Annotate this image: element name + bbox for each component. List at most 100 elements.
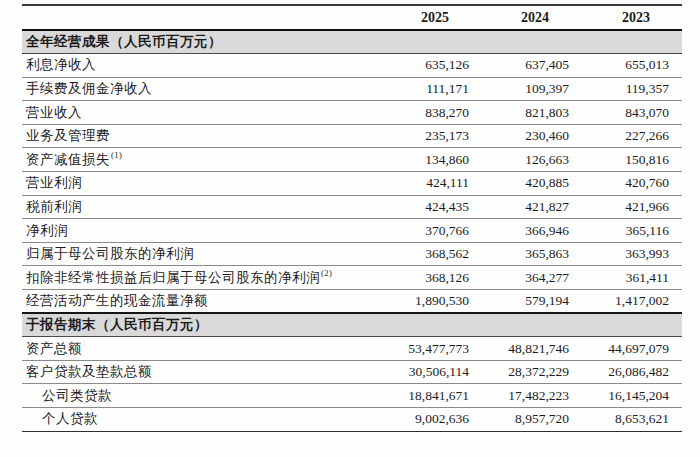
value-cell: 366,946 [469, 219, 569, 243]
table-row: 营业利润 424,111420,885420,760 [22, 172, 682, 196]
row-label-cell: 税前利润 [22, 195, 369, 219]
row-label: 资产总额 [26, 341, 82, 356]
table-header: 2025 2024 2023 [22, 5, 682, 30]
row-label-cell: 客户贷款及垫款总额 [22, 360, 369, 384]
financial-summary-table: 2025 2024 2023 全年经营成果（人民币百万元） 利息净收入 635,12… [22, 4, 682, 432]
value-cell: 635,126 [369, 54, 469, 78]
year-column-2025: 2025 [369, 5, 469, 30]
footnote-marker: (1) [111, 150, 122, 160]
table-row: 经营活动产生的现金流量净额 1,890,530579,1941,417,002 [22, 290, 682, 314]
value-cell: 821,803 [469, 101, 569, 125]
value-cell: 579,194 [469, 290, 569, 314]
row-label: 扣除非经常性损益后归属于母公司股东的净利润 [26, 270, 320, 285]
value-cell: 420,885 [469, 172, 569, 196]
value-cell: 119,357 [569, 77, 682, 101]
table-row: 客户贷款及垫款总额 30,506,11428,372,22926,086,482 [22, 360, 682, 384]
row-label-cell: 资产总额 [22, 337, 369, 361]
value-cell: 368,562 [369, 242, 469, 266]
table-row: 业务及管理费235,173230,460227,266 [22, 124, 682, 148]
value-cell: 424,435 [369, 195, 469, 219]
table-row: 净利润 370,766366,946365,116 [22, 219, 682, 243]
value-cell: 424,111 [369, 172, 469, 196]
table-body: 全年经营成果（人民币百万元） 利息净收入 635,126637,405655,013… [22, 30, 682, 431]
footnote-marker: (2) [321, 268, 332, 278]
row-label-cell: 归属于母公司股东的净利润 [22, 242, 369, 266]
row-label: 净利润 [26, 223, 68, 238]
value-cell: 1,890,530 [369, 290, 469, 314]
year-column-2024: 2024 [469, 5, 569, 30]
value-cell: 126,663 [469, 148, 569, 172]
year-header-row: 2025 2024 2023 [22, 5, 682, 30]
value-cell: 363,993 [569, 242, 682, 266]
value-cell: 26,086,482 [569, 360, 682, 384]
value-cell: 421,827 [469, 195, 569, 219]
value-cell: 230,460 [469, 124, 569, 148]
table-row: 营业收入 838,270821,803843,070 [22, 101, 682, 125]
value-cell: 17,482,223 [469, 384, 569, 408]
row-label-cell: 手续费及佣金净收入 [22, 77, 369, 101]
row-label: 业务及管理费 [26, 128, 110, 143]
value-cell: 421,966 [569, 195, 682, 219]
row-label: 利息净收入 [26, 57, 96, 72]
row-label-cell: 利息净收入 [22, 54, 369, 78]
row-label: 税前利润 [26, 199, 82, 214]
value-cell: 48,821,746 [469, 337, 569, 361]
value-cell: 365,863 [469, 242, 569, 266]
row-label: 公司类贷款 [42, 388, 112, 403]
table-row: 个人贷款9,002,6368,957,7208,653,621 [22, 408, 682, 432]
row-label-cell: 资产减值损失(1) [22, 148, 369, 172]
value-cell: 655,013 [569, 54, 682, 78]
section-header-label: 于报告期末（人民币百万元） [22, 313, 682, 337]
row-label-cell: 净利润 [22, 219, 369, 243]
row-label-cell: 营业利润 [22, 172, 369, 196]
row-label: 营业收入 [26, 105, 82, 120]
table-row: 利息净收入 635,126637,405655,013 [22, 54, 682, 78]
value-cell: 44,697,079 [569, 337, 682, 361]
section-header-row: 于报告期末（人民币百万元） [22, 313, 682, 337]
row-label-cell: 经营活动产生的现金流量净额 [22, 290, 369, 314]
row-label: 手续费及佣金净收入 [26, 81, 152, 96]
row-label-cell: 业务及管理费 [22, 124, 369, 148]
value-cell: 235,173 [369, 124, 469, 148]
value-cell: 53,477,773 [369, 337, 469, 361]
value-cell: 109,397 [469, 77, 569, 101]
value-cell: 361,411 [569, 266, 682, 290]
value-cell: 30,506,114 [369, 360, 469, 384]
value-cell: 134,860 [369, 148, 469, 172]
row-label: 归属于母公司股东的净利润 [26, 246, 194, 261]
table-row: 扣除非经常性损益后归属于母公司股东的净利润(2)368,126364,27736… [22, 266, 682, 290]
empty-header-cell [22, 5, 369, 30]
value-cell: 364,277 [469, 266, 569, 290]
table-row: 公司类贷款 18,841,67117,482,22316,145,204 [22, 384, 682, 408]
value-cell: 368,126 [369, 266, 469, 290]
value-cell: 365,116 [569, 219, 682, 243]
value-cell: 370,766 [369, 219, 469, 243]
value-cell: 843,070 [569, 101, 682, 125]
table-row: 税前利润 424,435421,827421,966 [22, 195, 682, 219]
financial-summary-page: 2025 2024 2023 全年经营成果（人民币百万元） 利息净收入 635,12… [0, 0, 700, 457]
value-cell: 1,417,002 [569, 290, 682, 314]
value-cell: 8,957,720 [469, 408, 569, 432]
row-label: 资产减值损失 [26, 152, 110, 167]
row-label-cell: 扣除非经常性损益后归属于母公司股东的净利润(2) [22, 266, 369, 290]
row-label: 个人贷款 [42, 411, 98, 426]
row-label: 经营活动产生的现金流量净额 [26, 293, 208, 308]
value-cell: 9,002,636 [369, 408, 469, 432]
row-label: 营业利润 [26, 175, 82, 190]
value-cell: 637,405 [469, 54, 569, 78]
value-cell: 420,760 [569, 172, 682, 196]
row-label: 客户贷款及垫款总额 [26, 364, 152, 379]
section-header-label: 全年经营成果（人民币百万元） [22, 30, 682, 54]
value-cell: 150,816 [569, 148, 682, 172]
value-cell: 28,372,229 [469, 360, 569, 384]
table-row: 资产减值损失(1)134,860126,663150,816 [22, 148, 682, 172]
row-label-cell: 公司类贷款 [22, 384, 369, 408]
value-cell: 16,145,204 [569, 384, 682, 408]
value-cell: 838,270 [369, 101, 469, 125]
table-row: 归属于母公司股东的净利润 368,562365,863363,993 [22, 242, 682, 266]
row-label-cell: 营业收入 [22, 101, 369, 125]
row-label-cell: 个人贷款 [22, 408, 369, 432]
value-cell: 18,841,671 [369, 384, 469, 408]
table-row: 资产总额 53,477,77348,821,74644,697,079 [22, 337, 682, 361]
value-cell: 111,171 [369, 77, 469, 101]
